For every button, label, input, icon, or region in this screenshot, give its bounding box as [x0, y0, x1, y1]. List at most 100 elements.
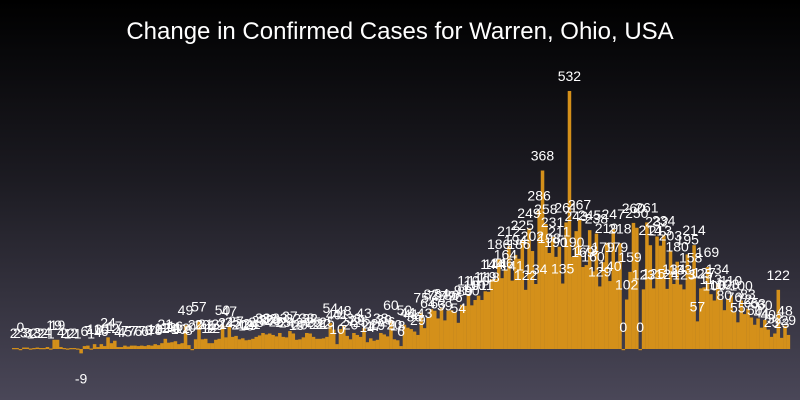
bar: [352, 333, 356, 349]
data-label: 79: [427, 288, 443, 304]
bar: [786, 334, 791, 349]
bar: [139, 345, 144, 350]
data-label: 19: [370, 317, 386, 333]
data-label: 0: [188, 319, 196, 335]
data-label: 7: [121, 323, 129, 339]
bar: [763, 319, 767, 349]
data-label: 198: [538, 230, 562, 246]
data-label: 134: [662, 261, 686, 277]
data-label: 214: [639, 222, 663, 238]
bar: [705, 267, 710, 349]
bar: [220, 324, 225, 349]
data-label: 124: [655, 266, 679, 282]
data-label: 211: [548, 224, 571, 240]
bar: [65, 348, 70, 350]
data-label: 125: [642, 265, 666, 281]
data-label: 194: [504, 232, 528, 248]
data-label: 21: [245, 316, 261, 332]
data-label: 101: [470, 277, 494, 293]
data-label: 0: [619, 319, 627, 335]
data-label: 27: [228, 313, 244, 329]
bar: [540, 170, 545, 349]
data-label: 21: [198, 316, 214, 332]
data-label: 32: [302, 310, 318, 326]
data-label: 21: [157, 316, 173, 332]
bar: [38, 348, 43, 350]
data-label: 76: [447, 289, 463, 305]
data-label: 82: [424, 286, 440, 302]
data-label: 3: [20, 325, 28, 341]
data-label: 54: [322, 300, 338, 316]
bar: [577, 219, 582, 349]
data-label: 190: [561, 234, 585, 250]
bar: [675, 261, 680, 349]
bar: [571, 256, 575, 349]
bar: [419, 312, 424, 350]
data-label: 8: [155, 322, 163, 338]
bar: [480, 300, 484, 349]
data-label: 4: [114, 324, 122, 340]
data-label: 65: [743, 294, 759, 310]
bar: [507, 246, 511, 349]
data-label: 21: [312, 316, 328, 332]
bar: [49, 348, 53, 350]
bar: [261, 333, 265, 349]
bar: [412, 331, 417, 349]
data-label: 44: [400, 305, 416, 321]
data-label: 144: [484, 256, 508, 272]
bar: [520, 239, 525, 350]
bar: [227, 326, 232, 349]
bar: [52, 339, 56, 349]
data-label: 24: [218, 314, 234, 330]
data-label: 41: [403, 306, 419, 322]
bar: [267, 333, 272, 349]
bar: [587, 230, 592, 350]
bar: [72, 348, 77, 350]
bar: [150, 345, 154, 350]
bar: [594, 233, 599, 349]
data-label: 14: [360, 319, 376, 335]
data-label: 101: [463, 277, 487, 293]
bar: [631, 222, 636, 349]
bar: [247, 339, 252, 349]
data-label: 0: [17, 319, 25, 335]
bar: [729, 295, 733, 349]
data-label: 214: [682, 222, 706, 238]
bar: [35, 347, 40, 350]
data-label: 110: [457, 273, 480, 289]
bar: [648, 245, 653, 349]
data-label: 63: [430, 295, 446, 311]
bar: [453, 312, 457, 349]
data-label: 158: [679, 249, 703, 265]
bar: [315, 338, 319, 349]
bar: [699, 288, 703, 350]
data-label: 64: [420, 295, 436, 311]
bar: [567, 90, 572, 349]
data-label: 20: [292, 316, 308, 332]
data-label: 18: [238, 317, 254, 333]
bar: [776, 289, 781, 349]
data-label: 118: [477, 269, 500, 285]
data-label: 127: [692, 264, 716, 280]
bar: [79, 349, 83, 354]
data-label: 28: [252, 312, 268, 328]
data-label: 25: [353, 314, 369, 330]
bar: [628, 271, 632, 349]
data-label: 4: [94, 324, 102, 340]
data-label: -9: [75, 370, 88, 386]
bar: [749, 317, 754, 349]
data-label: 19: [208, 317, 224, 333]
bar: [665, 288, 669, 349]
bar: [756, 318, 760, 349]
data-label: 10: [87, 321, 103, 337]
bar: [433, 310, 437, 349]
data-label: 24: [296, 314, 312, 330]
bar: [702, 287, 706, 349]
bar: [527, 228, 531, 350]
bar: [645, 222, 649, 349]
bar: [328, 322, 333, 349]
bar: [173, 341, 178, 349]
bar: [416, 334, 420, 349]
bar: [742, 314, 747, 349]
bar: [513, 254, 518, 349]
